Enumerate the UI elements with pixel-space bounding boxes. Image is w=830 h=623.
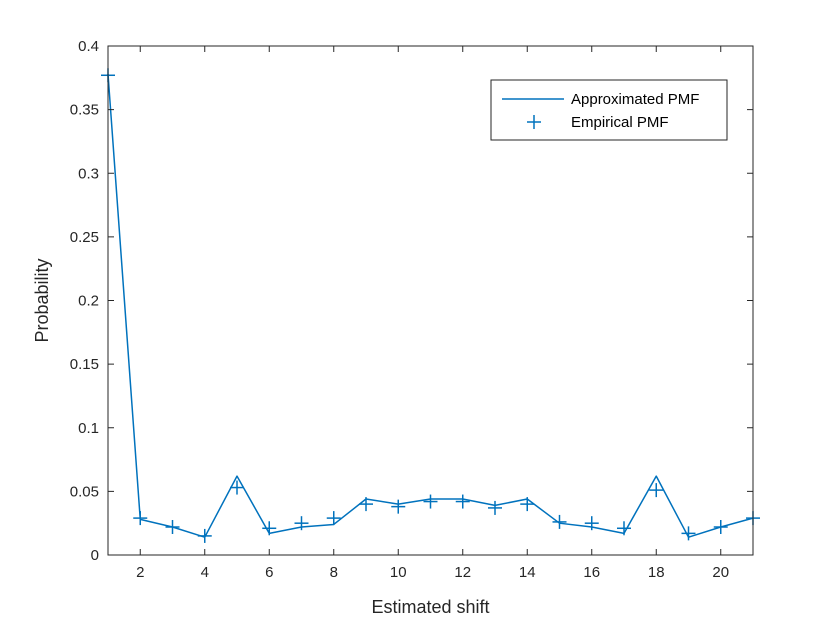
empirical-pmf-point <box>359 497 373 512</box>
empirical-pmf-point <box>423 494 438 509</box>
x-tick-label: 6 <box>265 564 273 581</box>
y-tick-label: 0.1 <box>78 420 99 437</box>
empirical-pmf-point <box>455 494 470 509</box>
x-tick-label: 2 <box>136 564 144 581</box>
empirical-pmf-point <box>617 521 631 536</box>
legend: Approximated PMF Empirical PMF <box>490 79 728 141</box>
y-tick-label: 0.2 <box>78 293 99 310</box>
empirical-pmf-point <box>262 521 277 536</box>
y-tick-label: 0.3 <box>78 165 99 182</box>
empirical-pmf-point <box>230 480 244 495</box>
legend-label-empirical-pmf: Empirical PMF <box>571 114 669 131</box>
empirical-pmf-point <box>584 516 599 531</box>
empirical-pmf-point <box>552 514 567 529</box>
x-tick-label: 8 <box>330 564 338 581</box>
empirical-pmf-point <box>133 511 148 526</box>
y-tick-label: 0.4 <box>78 38 99 55</box>
empirical-pmf-point <box>326 511 341 526</box>
x-tick-label: 4 <box>201 564 209 581</box>
y-axis-label: Probability <box>32 258 52 342</box>
x-tick-label: 10 <box>390 564 407 581</box>
empirical-pmf-point <box>165 520 180 535</box>
empirical-pmf-point <box>294 516 309 531</box>
y-tick-label: 0.35 <box>70 102 99 119</box>
y-tick-label: 0.15 <box>70 356 99 373</box>
empirical-pmf-point <box>713 520 728 535</box>
x-tick-label: 20 <box>712 564 729 581</box>
x-tick-label: 18 <box>648 564 665 581</box>
empirical-pmf-point <box>488 500 502 515</box>
empirical-pmf-point <box>391 499 406 514</box>
y-tick-label: 0.05 <box>70 483 99 500</box>
x-tick-label: 14 <box>519 564 536 581</box>
x-tick-label: 16 <box>583 564 600 581</box>
empirical-pmf-point <box>197 528 212 543</box>
y-tick-label: 0.25 <box>70 229 99 246</box>
legend-label-approximated-pmf: Approximated PMF <box>571 91 699 108</box>
x-axis-label: Estimated shift <box>371 597 489 617</box>
y-tick-label: 0 <box>91 547 99 564</box>
empirical-pmf-point <box>649 483 664 498</box>
empirical-pmf-point <box>520 497 535 512</box>
x-tick-label: 12 <box>454 564 471 581</box>
legend-plus-swatch <box>527 115 541 129</box>
axis-ticks: 2 4 6 8 10 12 14 16 18 20 0 0.05 0.1 0.15 0.2 0.25 0.3 0.… <box>70 38 753 581</box>
legend-box <box>490 79 728 141</box>
empirical-pmf-point <box>681 526 696 541</box>
